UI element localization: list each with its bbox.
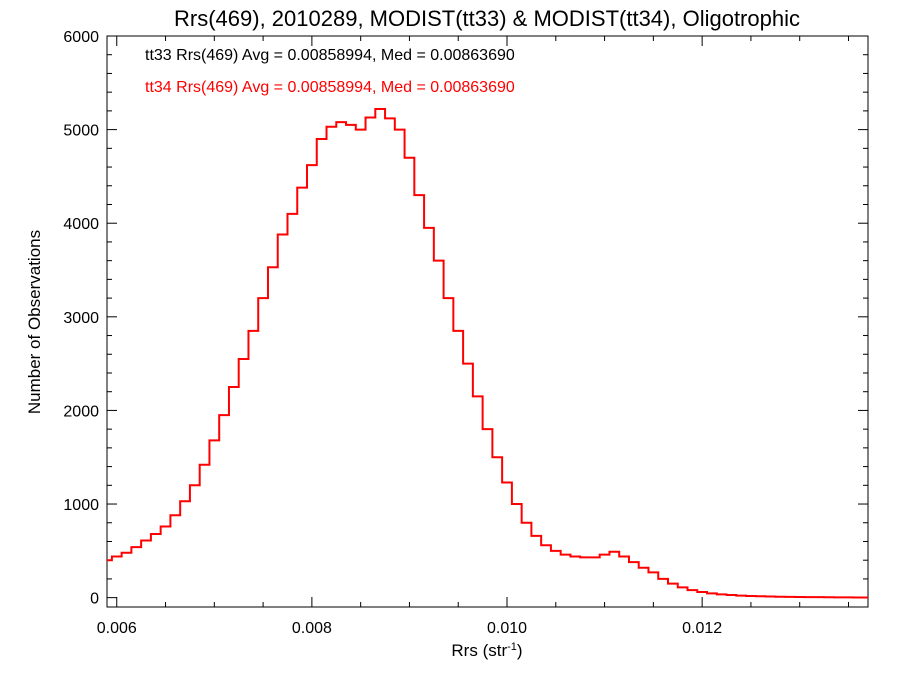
histogram-series-line <box>107 108 868 599</box>
y-tick-label: 2000 <box>63 403 99 420</box>
y-tick-label: 4000 <box>63 216 99 233</box>
series-group <box>106 108 869 599</box>
plot-frame <box>106 35 869 608</box>
x-axis-ticks: 0.006 0.008 0.010 0.012 <box>97 36 849 637</box>
y-axis-ticks: 0 1000 2000 3000 4000 5000 6000 <box>63 29 868 608</box>
y-tick-label: 3000 <box>63 310 99 327</box>
legend-annotation-tt34: tt34 Rrs(469) Avg = 0.00858994, Med = 0.… <box>145 79 515 96</box>
x-axis-label-superscript: -1 <box>507 641 517 653</box>
x-tick-label: 0.010 <box>487 620 527 637</box>
y-tick-label: 5000 <box>63 123 99 140</box>
x-tick-label: 0.008 <box>292 620 332 637</box>
y-axis-label: Number of Observations <box>25 230 44 414</box>
y-tick-label: 6000 <box>63 29 99 46</box>
x-axis-label-main: Rrs (str <box>451 641 507 660</box>
x-axis-label: Rrs (str-1) <box>451 641 522 660</box>
x-tick-label: 0.006 <box>97 620 137 637</box>
chart-title: Rrs(469), 2010289, MODIST(tt33) & MODIST… <box>174 6 800 31</box>
x-axis-label-close: ) <box>517 641 523 660</box>
y-tick-label: 0 <box>90 591 99 608</box>
y-tick-label: 1000 <box>63 497 99 514</box>
x-tick-label: 0.012 <box>682 620 722 637</box>
legend-annotation-tt33: tt33 Rrs(469) Avg = 0.00858994, Med = 0.… <box>145 47 515 64</box>
